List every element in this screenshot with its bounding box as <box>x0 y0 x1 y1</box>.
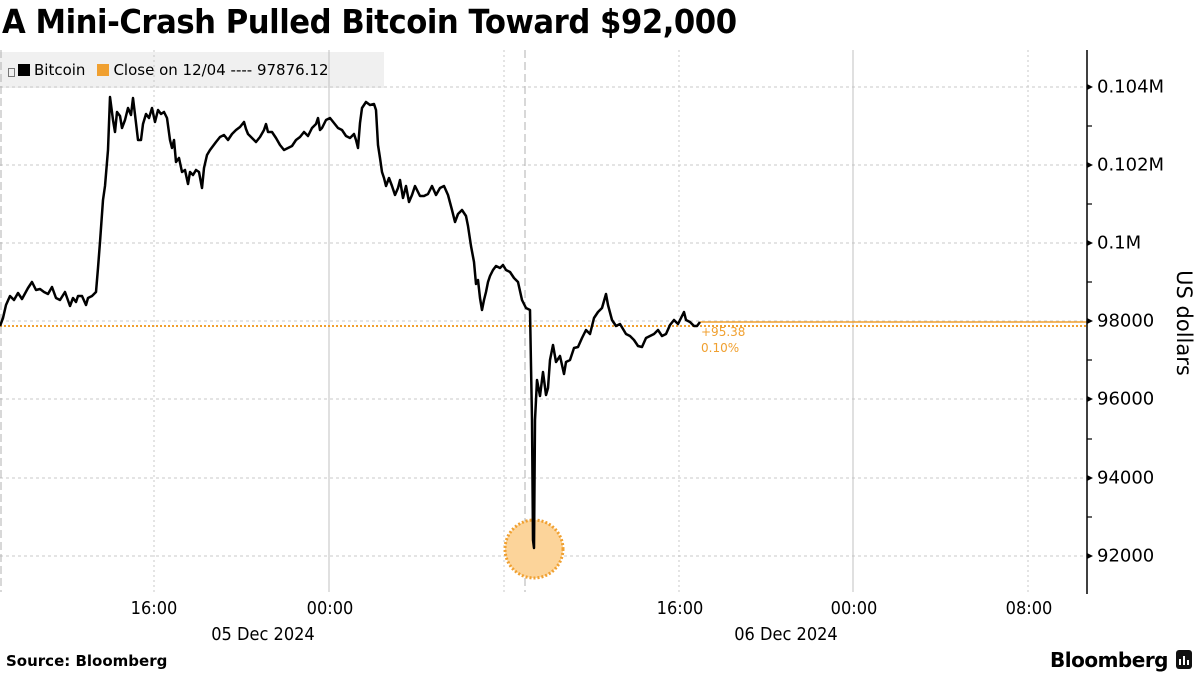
x-gridlines <box>0 50 1029 592</box>
source-note: Source: Bloomberg <box>6 652 168 670</box>
bitcoin-price-line <box>0 95 701 550</box>
x-tick-label: 16:00 <box>130 598 178 619</box>
change-pct-annotation: 0.10% <box>701 341 740 355</box>
x-tick-label: 00:00 <box>830 598 878 619</box>
y-major-tick-markers <box>1087 84 1093 559</box>
legend-collapse-icon[interactable] <box>8 67 15 77</box>
y-tick-label: 96000 <box>1097 388 1155 410</box>
y-axis-label: US dollars <box>1172 270 1196 376</box>
legend-item-bitcoin[interactable]: Bitcoin <box>18 61 85 79</box>
x-date-label: 05 Dec 2024 <box>211 624 315 645</box>
x-date-label: 06 Dec 2024 <box>734 624 838 645</box>
y-tick-label: 92000 <box>1097 545 1155 567</box>
legend-label-bitcoin: Bitcoin <box>34 61 86 79</box>
y-tick-label: 0.102M <box>1097 154 1165 176</box>
chart-title: A Mini-Crash Pulled Bitcoin Toward $92,0… <box>2 2 737 41</box>
bloomberg-chart-icon <box>1176 650 1192 669</box>
y-tick-label: 98000 <box>1097 310 1155 332</box>
legend: Bitcoin Close on 12/04 ---- 97876.12 <box>0 52 384 88</box>
close-swatch-icon <box>97 64 110 76</box>
legend-label-close: Close on 12/04 ---- 97876.12 <box>113 61 329 79</box>
y-tick-label: 0.104M <box>1097 76 1165 98</box>
y-tick-label: 0.1M <box>1097 232 1142 254</box>
brand-logo: Bloomberg <box>1050 648 1168 672</box>
y-minor-ticks <box>1087 125 1092 518</box>
x-tick-label: 00:00 <box>306 598 354 619</box>
change-annotation: +95.38 <box>701 325 746 339</box>
y-tick-label: 94000 <box>1097 467 1155 489</box>
bitcoin-swatch-icon <box>18 64 30 76</box>
x-tick-label: 08:00 <box>1005 598 1053 619</box>
x-tick-label: 16:00 <box>656 598 704 619</box>
legend-item-close[interactable]: Close on 12/04 ---- 97876.12 <box>97 61 329 79</box>
